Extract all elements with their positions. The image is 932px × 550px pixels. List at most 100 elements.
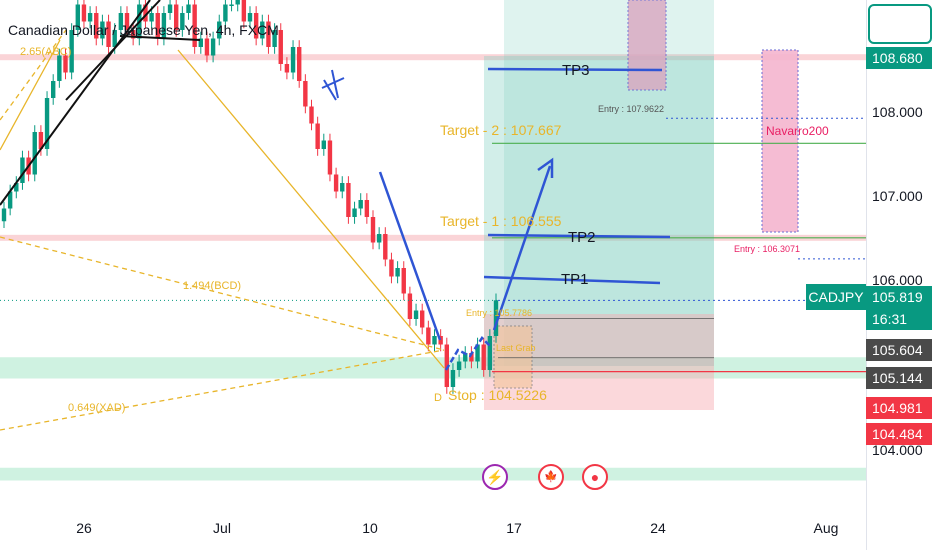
- price-label: 107.000: [872, 188, 923, 204]
- candle-body: [333, 174, 339, 192]
- price-badge: 104.981: [866, 397, 932, 419]
- harmonic-leg: [0, 39, 61, 151]
- trendline: [0, 0, 151, 206]
- candle: [432, 329, 437, 352]
- candle: [333, 167, 339, 199]
- candle: [14, 176, 19, 199]
- resistance-line: [0, 234, 866, 241]
- candle: [192, 0, 197, 54]
- candle: [100, 14, 105, 46]
- candle: [217, 14, 222, 46]
- candles: [1, 0, 499, 394]
- candle: [290, 40, 296, 80]
- candle-body: [155, 13, 160, 39]
- stop-label: Stop : 104.5226: [448, 387, 547, 403]
- entry-c-label: Entry : 105.7786: [466, 308, 533, 318]
- candle-body: [44, 98, 50, 149]
- candle-body: [100, 21, 105, 39]
- candle-body: [253, 13, 259, 39]
- candle: [327, 133, 333, 182]
- candle-body: [456, 361, 462, 370]
- candle: [401, 261, 406, 301]
- candle-body: [94, 13, 99, 39]
- candle: [383, 227, 388, 267]
- candle: [180, 6, 185, 37]
- candle: [106, 14, 111, 54]
- candle-body: [321, 140, 326, 149]
- candle-body: [481, 344, 486, 370]
- candle-body: [106, 21, 111, 47]
- candle-body: [450, 370, 456, 387]
- record-icon[interactable]: ●: [582, 464, 608, 490]
- price-badge: 104.484: [866, 423, 932, 445]
- candle-body: [346, 183, 351, 217]
- time-label: 17: [506, 520, 522, 536]
- resistance-line: [0, 54, 866, 61]
- candle: [223, 0, 228, 29]
- entry-box: [627, 0, 667, 91]
- candle-body: [284, 64, 290, 73]
- fib-xad-label: 0.649(XAD): [68, 402, 126, 414]
- candle: [32, 125, 37, 182]
- candle-body: [51, 81, 56, 98]
- candle-body: [112, 30, 117, 47]
- candle: [278, 23, 283, 71]
- scale-settings-box[interactable]: [868, 4, 932, 44]
- candle-body: [57, 55, 62, 81]
- candle-body: [315, 123, 320, 149]
- price-label: 104.000: [872, 442, 923, 458]
- target2-label: Target - 2 : 107.667: [440, 122, 562, 138]
- candle: [94, 6, 99, 46]
- support-zone: [0, 357, 866, 379]
- candle: [297, 40, 302, 88]
- candle-body: [469, 353, 474, 362]
- candle-body: [161, 13, 167, 39]
- candle-body: [438, 336, 443, 345]
- candle: [303, 74, 308, 114]
- lightning-icon[interactable]: ⚡: [482, 464, 508, 490]
- candle-body: [143, 4, 148, 22]
- candle-body: [493, 300, 499, 336]
- candle-body: [186, 4, 191, 13]
- candle: [44, 91, 50, 156]
- candle: [186, 0, 191, 20]
- symbol-badge[interactable]: CADJPY: [806, 284, 866, 310]
- tp3-line: [487, 67, 663, 72]
- candle: [235, 0, 240, 12]
- candle: [51, 74, 56, 105]
- candle-body: [14, 183, 19, 192]
- candle-body: [401, 268, 406, 294]
- candle-body: [32, 132, 37, 175]
- candle: [475, 337, 480, 369]
- price-badge: 105.604: [866, 339, 932, 361]
- price-scale[interactable]: [866, 0, 932, 550]
- candle-body: [192, 4, 197, 47]
- candle: [376, 227, 382, 250]
- candle-body: [75, 4, 80, 30]
- fib-abc-label: 2.65(ABC): [20, 46, 72, 58]
- candle: [57, 48, 62, 88]
- candle-body: [272, 30, 277, 47]
- candle: [241, 0, 247, 29]
- canada-flag-icon[interactable]: 🍁: [538, 464, 564, 490]
- candle-body: [235, 0, 240, 5]
- fib-line: [0, 29, 67, 121]
- candle-body: [383, 234, 388, 260]
- cross-mark: [321, 69, 345, 101]
- time-label: 10: [362, 520, 378, 536]
- candle: [321, 133, 326, 156]
- candle: [81, 0, 87, 29]
- candle: [463, 346, 468, 369]
- candle: [389, 252, 394, 284]
- tp1-label: TP1: [561, 271, 589, 288]
- candle: [481, 337, 486, 377]
- consolidation-line: [444, 336, 491, 371]
- candle-body: [217, 21, 222, 39]
- trendline: [65, 0, 161, 101]
- candle: [456, 354, 462, 377]
- fib-line: [0, 349, 445, 431]
- candle-body: [444, 344, 449, 387]
- candle-body: [340, 183, 345, 192]
- candle-body: [174, 4, 179, 30]
